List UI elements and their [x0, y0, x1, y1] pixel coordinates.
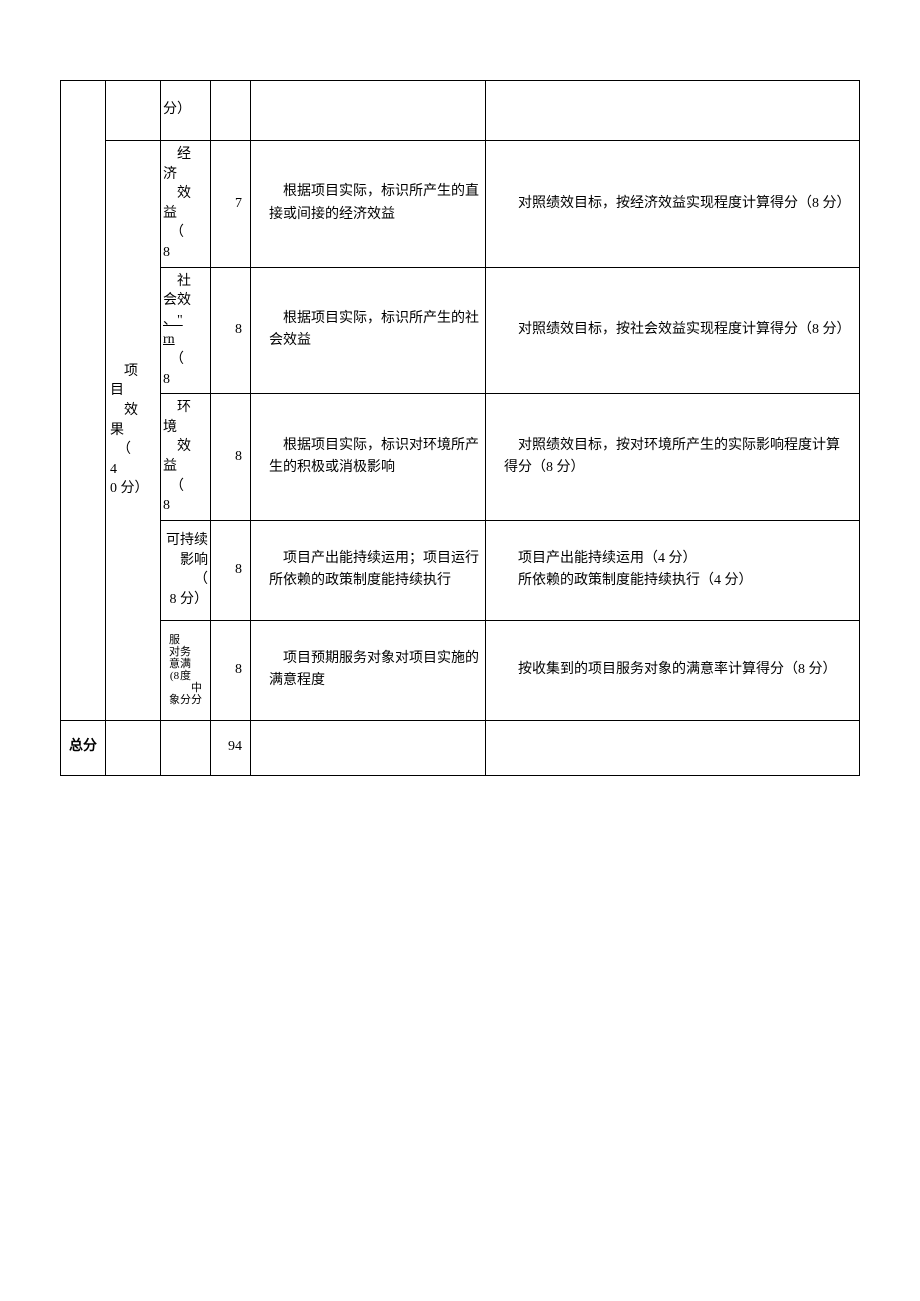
score-value: 8: [235, 449, 242, 464]
description-text: 根据项目实际，标识对环境所产生的积极或消极影响: [269, 438, 479, 475]
metric-cell: 环境 效益 （8: [161, 394, 211, 521]
total-score-cell: 94: [211, 720, 251, 775]
description-cell: 项目预期服务对象对项目实施的满意程度: [251, 620, 486, 720]
criteria-cell: 对照绩效目标，按对环境所产生的实际影响程度计算得分（8 分）: [486, 394, 860, 521]
criteria-text: 对照绩效目标，按对环境所产生的实际影响程度计算得分（8 分）: [504, 438, 840, 475]
table-row: 分）: [61, 81, 860, 141]
empty-cell: [486, 720, 860, 775]
metric-cell: 服对意(8 象 务满度 分 中分: [161, 620, 211, 720]
subcategory-label: 项目 效果 （4 0 分）: [110, 362, 154, 499]
description-cell: 根据项目实际，标识对环境所产生的积极或消极影响: [251, 394, 486, 521]
score-value: 8: [235, 562, 242, 577]
score-cell: 7: [211, 141, 251, 268]
description-cell: 根据项目实际，标识所产生的社会效益: [251, 267, 486, 394]
subcategory-cell: 项目 效果 （4 0 分）: [106, 141, 161, 721]
table-row: 项目 效果 （4 0 分） 经济 效益 （8 7 根据项目实际，标识所产生的直接…: [61, 141, 860, 268]
score-value: 8: [235, 322, 242, 337]
criteria-cell: 按收集到的项目服务对象的满意率计算得分（8 分）: [486, 620, 860, 720]
description-cell: [251, 81, 486, 141]
description-cell: 根据项目实际，标识所产生的直接或间接的经济效益: [251, 141, 486, 268]
metric-cell: 社会效、"rn （8: [161, 267, 211, 394]
score-cell: 8: [211, 620, 251, 720]
score-cell: 8: [211, 394, 251, 521]
metric-cell: 可持续影响（8 分）: [161, 520, 211, 620]
criteria-text: 对照绩效目标，按社会效益实现程度计算得分（8 分）: [504, 322, 851, 337]
criteria-text: 对照绩效目标，按经济效益实现程度计算得分（8 分）: [504, 196, 851, 211]
description-text: 项目产出能持续运用；项目运行所依赖的政策制度能持续执行: [269, 551, 479, 588]
total-label-cell: 总分: [61, 720, 106, 775]
description-cell: 项目产出能持续运用；项目运行所依赖的政策制度能持续执行: [251, 520, 486, 620]
total-row: 总分 94: [61, 720, 860, 775]
score-value: 7: [235, 196, 242, 211]
metric-label: 分）: [163, 102, 191, 117]
empty-cell: [106, 720, 161, 775]
description-text: 项目预期服务对象对项目实施的满意程度: [269, 651, 479, 688]
table-row: 服对意(8 象 务满度 分 中分 8 项目预期服务对象对项目实施的满意程度 按收…: [61, 620, 860, 720]
empty-cell: [251, 720, 486, 775]
empty-cell: [161, 720, 211, 775]
category-cell: [61, 81, 106, 721]
metric-cell: 经济 效益 （8: [161, 141, 211, 268]
score-value: 8: [235, 662, 242, 677]
table-row: 社会效、"rn （8 8 根据项目实际，标识所产生的社会效益 对照绩效目标，按社…: [61, 267, 860, 394]
total-label: 总分: [69, 739, 97, 754]
table-row: 环境 效益 （8 8 根据项目实际，标识对环境所产生的积极或消极影响 对照绩效目…: [61, 394, 860, 521]
total-score: 94: [228, 739, 242, 754]
score-cell: [211, 81, 251, 141]
subcategory-cell: [106, 81, 161, 141]
table-row: 可持续影响（8 分） 8 项目产出能持续运用；项目运行所依赖的政策制度能持续执行…: [61, 520, 860, 620]
criteria-cell: 对照绩效目标，按社会效益实现程度计算得分（8 分）: [486, 267, 860, 394]
criteria-text: 按收集到的项目服务对象的满意率计算得分（8 分）: [504, 662, 837, 677]
evaluation-table: 分） 项目 效果 （4 0 分） 经济 效益 （8 7 根据项目实际，标识所产生: [60, 80, 860, 776]
criteria-cell: 项目产出能持续运用（4 分） 所依赖的政策制度能持续执行（4 分）: [486, 520, 860, 620]
description-text: 根据项目实际，标识所产生的直接或间接的经济效益: [269, 184, 479, 221]
metric-cell: 分）: [161, 81, 211, 141]
score-cell: 8: [211, 267, 251, 394]
criteria-cell: 对照绩效目标，按经济效益实现程度计算得分（8 分）: [486, 141, 860, 268]
score-cell: 8: [211, 520, 251, 620]
criteria-cell: [486, 81, 860, 141]
description-text: 根据项目实际，标识所产生的社会效益: [269, 311, 479, 348]
